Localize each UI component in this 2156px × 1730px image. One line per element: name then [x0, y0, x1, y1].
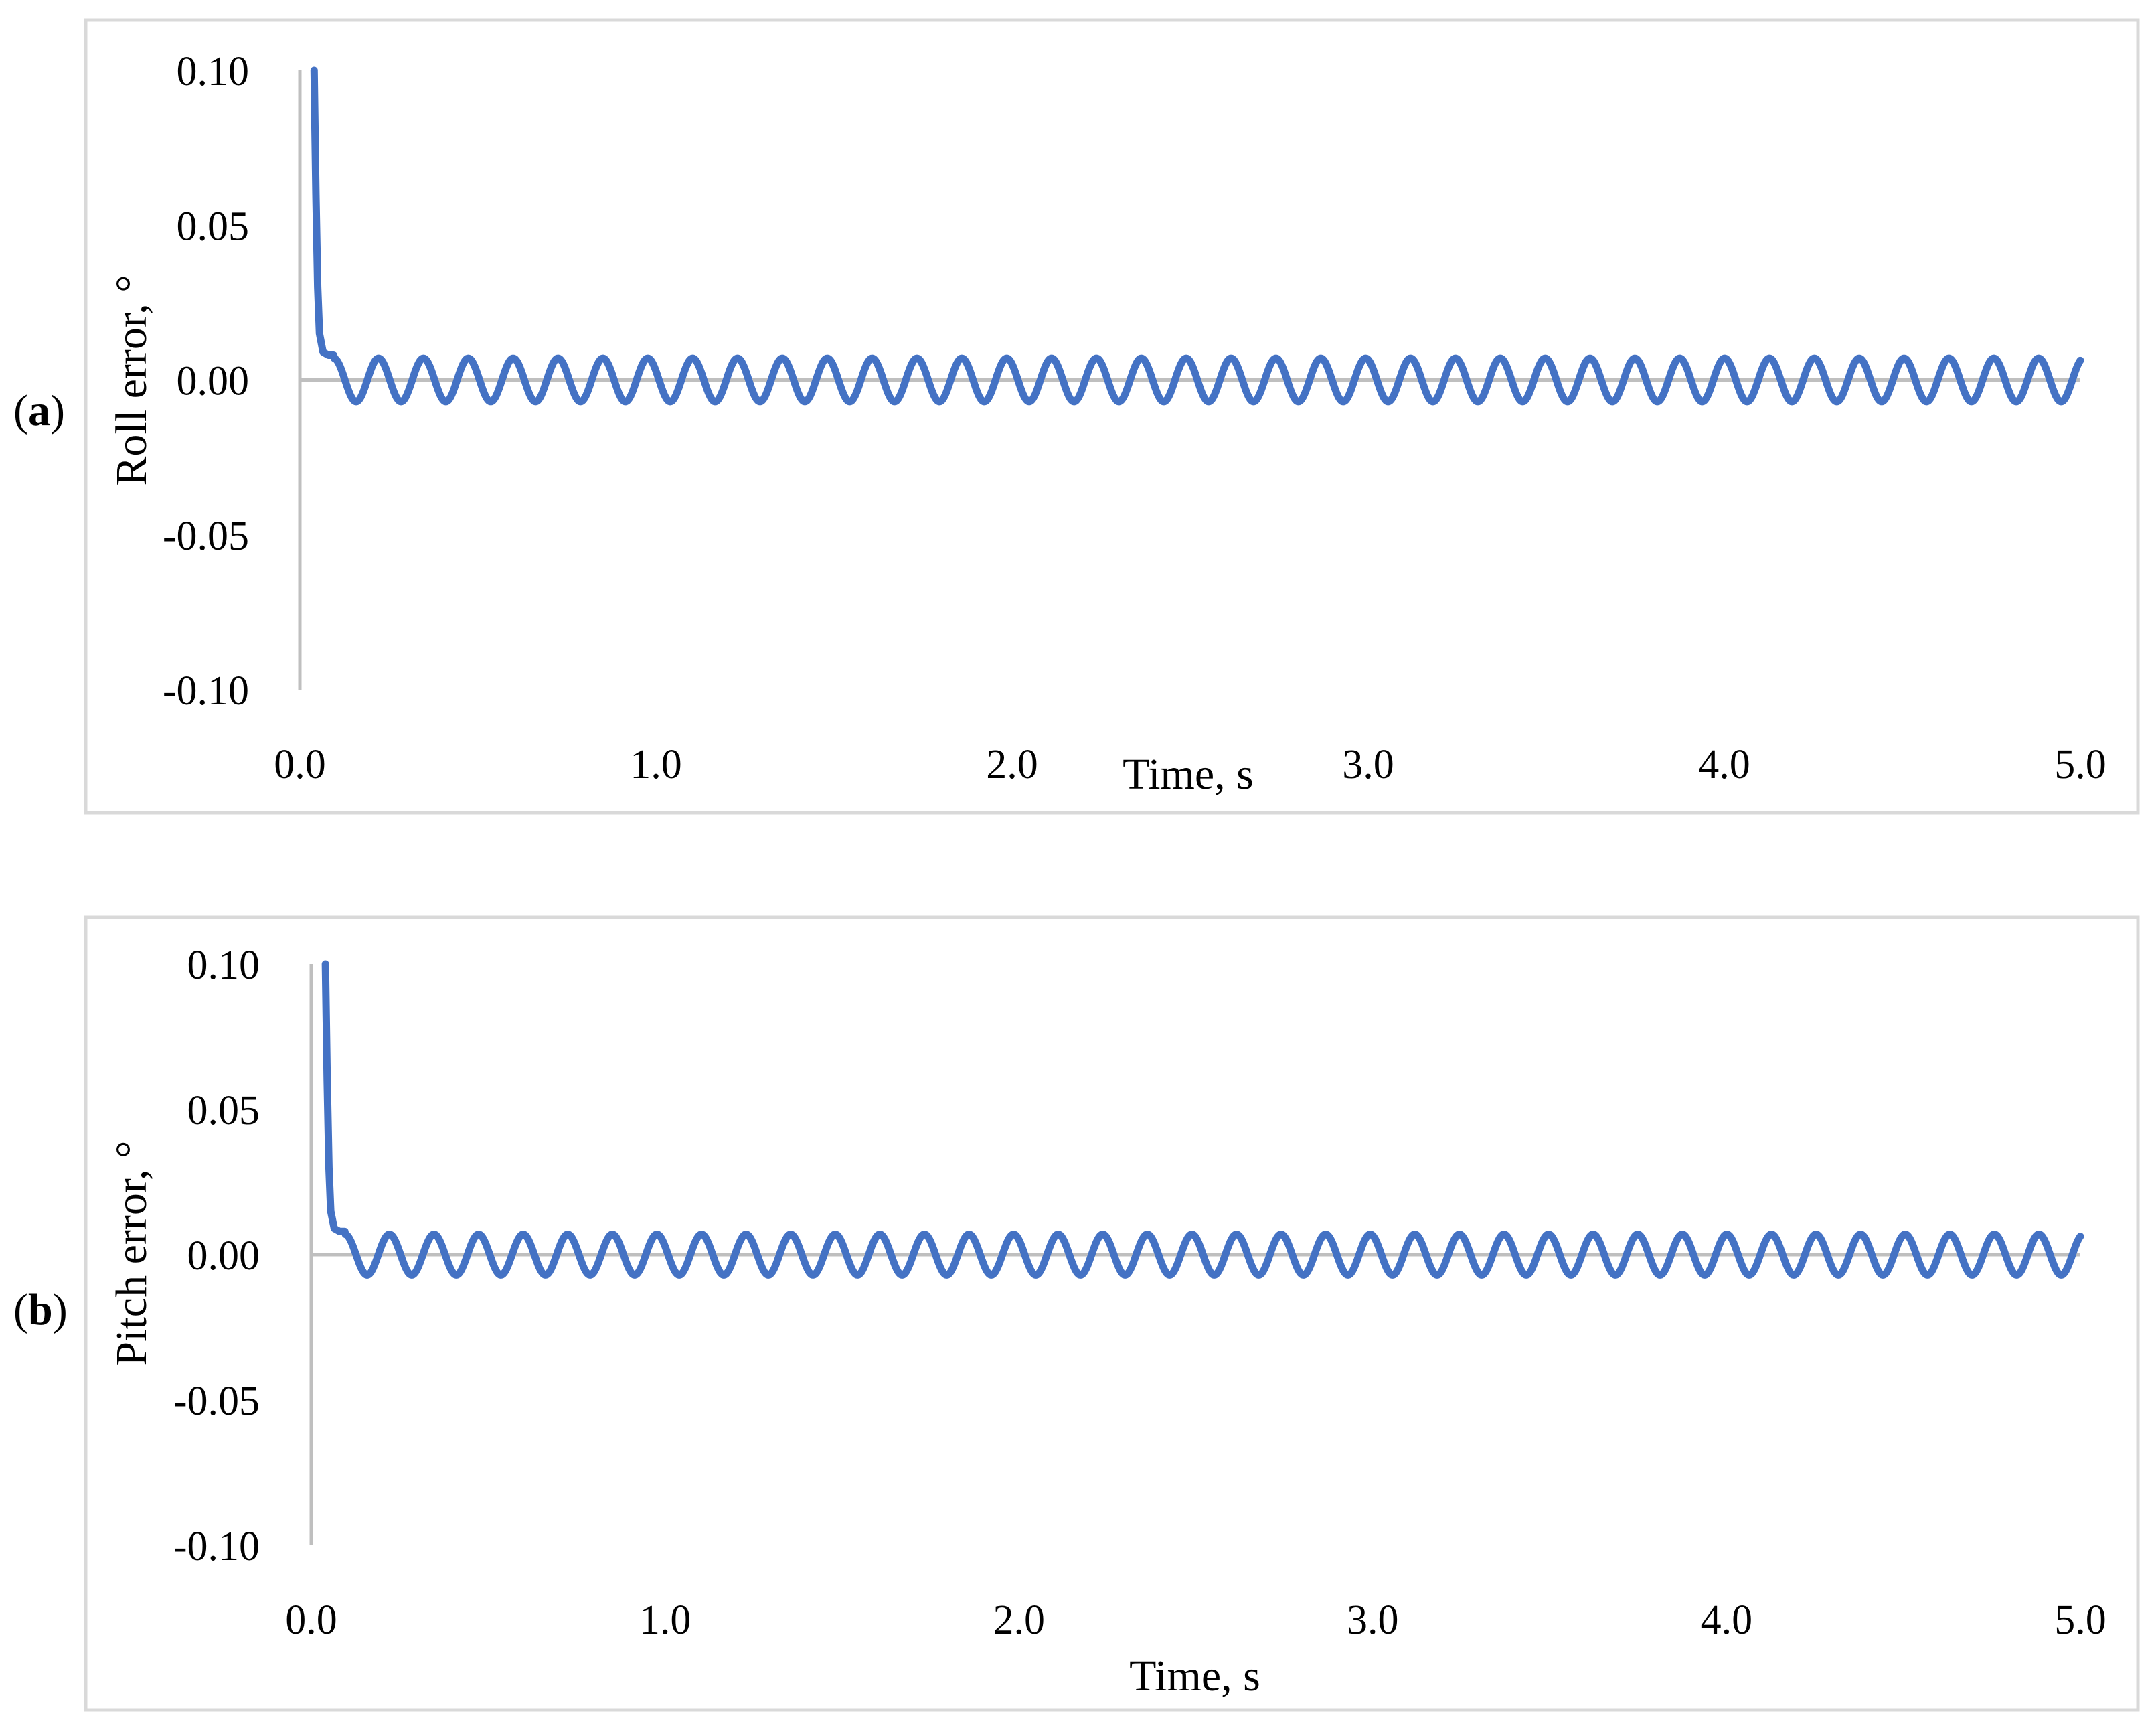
y-tick-label: -0.05 — [173, 1379, 260, 1424]
panel-label: (a) — [13, 386, 65, 435]
y-axis-title: Roll error, ° — [107, 274, 156, 485]
x-tick-label: 1.0 — [639, 1597, 691, 1643]
x-tick-labels: 0.0 1.0 2.0 3.0 4.0 5.0 — [285, 1597, 2106, 1643]
x-tick-label: 2.0 — [986, 742, 1038, 787]
x-tick-label: 5.0 — [2054, 1597, 2106, 1643]
y-tick-label: 0.05 — [187, 1088, 260, 1133]
y-axis-title: Pitch error, ° — [107, 1140, 156, 1366]
y-tick-label: -0.10 — [163, 668, 249, 714]
y-tick-label: 0.05 — [177, 204, 250, 249]
series-line-roll-error — [310, 66, 2084, 406]
x-tick-label: 1.0 — [630, 742, 682, 787]
y-tick-label: 0.00 — [177, 359, 250, 404]
panel-letter: a — [28, 386, 50, 435]
x-tick-label: 4.0 — [1701, 1597, 1753, 1643]
y-tick-label: 0.10 — [187, 943, 260, 988]
panel-roll-error: 0.10 0.05 0.00 -0.05 -0.10 0.0 1.0 2.0 3.0 4.0 5.… — [13, 18, 2140, 815]
x-tick-label: 5.0 — [2054, 742, 2106, 787]
y-tick-label: 0.00 — [187, 1233, 260, 1279]
x-tick-label: 0.0 — [274, 742, 326, 787]
x-tick-labels: 0.0 1.0 2.0 3.0 4.0 5.0 — [274, 742, 2106, 787]
x-axis-title: Time, s — [1129, 1652, 1260, 1701]
x-tick-label: 2.0 — [993, 1597, 1045, 1643]
y-tick-label: 0.10 — [177, 49, 250, 94]
x-tick-label: 3.0 — [1347, 1597, 1399, 1643]
chart-frame — [84, 915, 2140, 1712]
y-tick-label: -0.10 — [173, 1524, 260, 1569]
y-tick-labels: 0.10 0.05 0.00 -0.05 -0.10 — [173, 943, 260, 1569]
panel-label: (b) — [13, 1285, 68, 1334]
y-tick-labels: 0.10 0.05 0.00 -0.05 -0.10 — [163, 49, 249, 714]
panel-letter: b — [28, 1285, 53, 1334]
x-axis-title: Time, s — [1123, 750, 1254, 799]
chart-frame — [84, 18, 2140, 815]
x-tick-label: 0.0 — [285, 1597, 337, 1643]
panel-pitch-error: 0.10 0.05 0.00 -0.05 -0.10 0.0 1.0 2.0 3.0 4.0 5.… — [13, 915, 2140, 1712]
x-tick-label: 3.0 — [1342, 742, 1394, 787]
series-line-pitch-error — [321, 960, 2084, 1279]
x-tick-label: 4.0 — [1698, 742, 1750, 787]
y-tick-label: -0.05 — [163, 514, 249, 559]
